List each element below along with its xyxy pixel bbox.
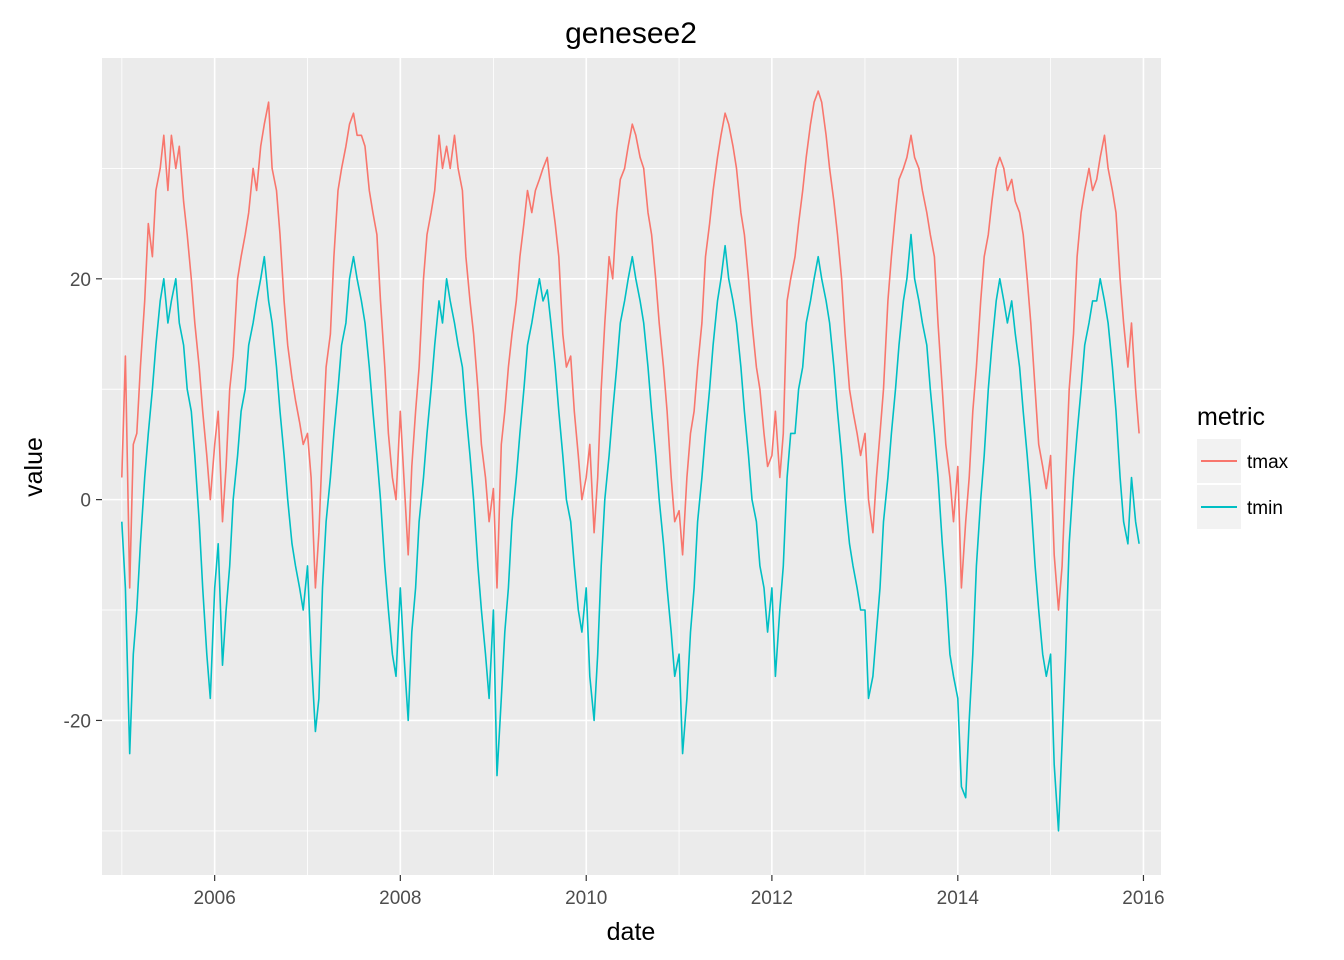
series-line-tmin: [121, 233, 1140, 832]
legend-label-tmin: tmin: [1247, 498, 1283, 519]
y-tick-label: -20: [64, 711, 91, 732]
y-tick-label: 20: [70, 270, 91, 291]
chart-title: genesee2: [565, 17, 697, 50]
y-axis-title: value: [20, 437, 48, 497]
x-tick-label: 2016: [1122, 888, 1164, 909]
y-tick-label: 0: [80, 491, 91, 512]
legend-title: metric: [1197, 403, 1265, 431]
x-tick-label: 2008: [379, 888, 421, 909]
plot-panel: [102, 58, 1161, 875]
x-tick-label: 2010: [565, 888, 607, 909]
x-axis: 2006 2008 2010 2012 2014 2016: [194, 875, 1165, 909]
legend-label-tmax: tmax: [1247, 452, 1289, 473]
y-axis: -20 0 20: [64, 270, 102, 732]
x-tick-label: 2014: [937, 888, 980, 909]
legend: metric tmax tmin: [1197, 403, 1289, 529]
series-line-tmax: [121, 90, 1140, 611]
x-tick-label: 2012: [751, 888, 793, 909]
series-layer: [121, 90, 1140, 832]
x-tick-label: 2006: [194, 888, 236, 909]
x-axis-title: date: [607, 918, 656, 946]
